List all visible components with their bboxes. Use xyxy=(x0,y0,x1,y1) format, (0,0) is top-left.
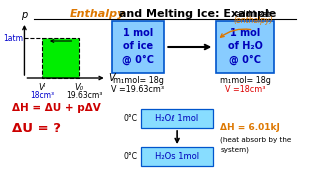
Text: V₀: V₀ xyxy=(75,83,84,92)
Text: V: V xyxy=(108,73,115,83)
Text: m₁mol= 18g: m₁mol= 18g xyxy=(113,76,164,85)
Text: V =19.63cm³: V =19.63cm³ xyxy=(111,85,164,94)
Text: 1atm: 1atm xyxy=(4,33,23,42)
Text: 18cm³: 18cm³ xyxy=(30,91,54,100)
Text: H₂Os 1mol: H₂Os 1mol xyxy=(155,152,199,161)
Text: 1 mol: 1 mol xyxy=(230,28,260,38)
Text: ΔH = 6.01kJ: ΔH = 6.01kJ xyxy=(220,123,280,132)
Text: add heat: add heat xyxy=(236,10,271,19)
FancyBboxPatch shape xyxy=(141,147,213,166)
Text: V =18cm³: V =18cm³ xyxy=(225,85,265,94)
Text: 0°C: 0°C xyxy=(124,152,138,161)
Text: Vⁱ: Vⁱ xyxy=(38,83,46,92)
FancyBboxPatch shape xyxy=(141,109,213,128)
Text: @ 0°C: @ 0°C xyxy=(122,55,154,65)
Bar xyxy=(42,38,79,78)
FancyBboxPatch shape xyxy=(216,21,274,73)
Text: ΔU = ?: ΔU = ? xyxy=(12,122,61,135)
Text: of ice: of ice xyxy=(123,41,153,51)
Text: m₁mol= 18g: m₁mol= 18g xyxy=(220,76,271,85)
Text: p: p xyxy=(21,10,28,20)
Text: (heat absorb by the: (heat absorb by the xyxy=(220,137,292,143)
Text: 1 mol: 1 mol xyxy=(123,28,153,38)
Text: 19.63cm³: 19.63cm³ xyxy=(66,91,102,100)
Text: and Melting Ice: Example: and Melting Ice: Example xyxy=(116,9,277,19)
Text: ΔH = ΔU + pΔV: ΔH = ΔU + pΔV xyxy=(12,103,100,113)
Text: system): system) xyxy=(220,147,249,153)
Text: of H₂O: of H₂O xyxy=(228,41,263,51)
Text: @ 0°C: @ 0°C xyxy=(229,55,261,65)
Text: Enthalpy: Enthalpy xyxy=(69,9,125,19)
Text: (enthalpy): (enthalpy) xyxy=(234,16,273,25)
Text: H₂Oℓ 1mol: H₂Oℓ 1mol xyxy=(156,114,199,123)
Text: 0°C: 0°C xyxy=(124,114,138,123)
FancyBboxPatch shape xyxy=(112,21,164,73)
